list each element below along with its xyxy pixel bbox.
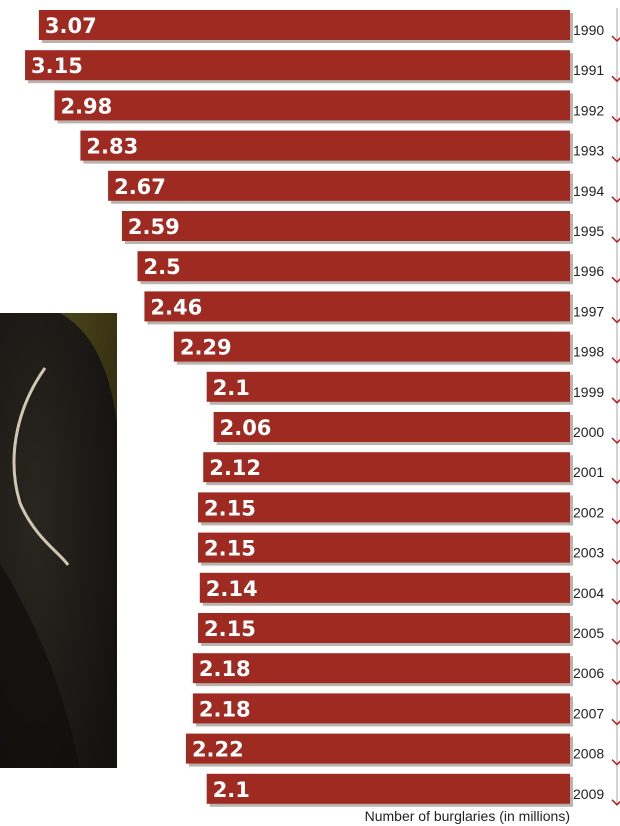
bar-value-label: 2.98 <box>60 94 112 118</box>
timeline-arrow-icon <box>611 75 620 83</box>
bar-value-label: 3.07 <box>45 14 97 38</box>
bar-1994 <box>108 170 570 201</box>
timeline-arrow-icon <box>611 276 620 284</box>
year-label: 2007 <box>573 705 604 721</box>
bar-2007 <box>192 693 571 724</box>
bar-2000 <box>213 412 570 442</box>
bar-value-label: 2.83 <box>86 135 138 159</box>
bar-1992 <box>54 90 570 121</box>
burglar-photo-image <box>0 313 117 768</box>
bar-2002 <box>198 492 571 523</box>
bar-2009 <box>206 773 570 804</box>
year-label: 1992 <box>573 102 604 118</box>
bar-2003 <box>198 532 571 563</box>
bar-value-label: 2.15 <box>204 537 256 561</box>
timeline-arrow-icon <box>611 316 620 324</box>
year-label: 2009 <box>573 786 604 802</box>
burglar-photo <box>0 313 117 768</box>
bar-2004 <box>199 572 570 603</box>
bar-value-label: 2.14 <box>206 577 258 601</box>
timeline-arrow-icon <box>611 638 620 646</box>
year-label: 2001 <box>573 464 604 480</box>
bar-value-label: 2.29 <box>180 336 232 360</box>
timeline-arrow-icon <box>611 517 620 525</box>
timeline-arrow-icon <box>611 437 620 445</box>
bar-value-label: 3.15 <box>31 54 83 78</box>
timeline-arrow-icon <box>611 678 620 686</box>
year-label: 1993 <box>573 143 604 159</box>
timeline-arrow-icon <box>611 558 620 565</box>
bar-1990 <box>38 10 570 40</box>
bar-1995 <box>121 211 571 241</box>
bar-value-label: 2.5 <box>144 255 181 279</box>
year-label: 2002 <box>573 504 604 520</box>
year-label: 1991 <box>573 62 604 78</box>
year-label: 1996 <box>573 263 604 279</box>
bar-value-label: 2.18 <box>199 657 251 681</box>
timeline-arrow-icon <box>611 156 620 163</box>
bar-1996 <box>137 251 570 282</box>
bar-value-label: 2.18 <box>199 697 251 721</box>
timeline-arrow-icon <box>611 477 620 485</box>
bar-2006 <box>192 653 571 684</box>
year-label: 1998 <box>573 344 604 360</box>
bar-1997 <box>144 291 571 322</box>
bars-group: 3.07 1990 3.15 1991 2.98 1992 2.83 1993 2.67 1994… <box>25 10 620 807</box>
timeline-arrow-icon <box>611 115 620 123</box>
year-label: 1997 <box>573 303 604 319</box>
year-label: 1994 <box>573 183 604 199</box>
year-label: 1999 <box>573 384 604 400</box>
year-label: 2000 <box>573 424 604 440</box>
bar-value-label: 2.1 <box>213 376 250 400</box>
x-axis-label: Number of burglaries (in millions) <box>364 808 570 824</box>
bar-value-label: 2.06 <box>220 416 272 440</box>
bar-2005 <box>198 613 571 643</box>
bar-2008 <box>185 733 570 764</box>
bar-value-label: 2.15 <box>204 617 256 641</box>
bar-value-label: 2.12 <box>209 456 261 480</box>
bar-1993 <box>80 130 570 161</box>
timeline-arrow-icon <box>611 236 620 244</box>
bar-1998 <box>173 331 570 362</box>
bar-2001 <box>203 452 571 483</box>
year-label: 1995 <box>573 223 604 239</box>
bar-value-label: 2.46 <box>150 295 202 319</box>
timeline-arrow-icon <box>611 718 620 726</box>
bar-1999 <box>206 371 570 402</box>
year-label: 2004 <box>573 585 604 601</box>
bar-1991 <box>25 50 571 81</box>
year-label: 1990 <box>573 22 604 38</box>
timeline-arrow-icon <box>611 35 620 43</box>
year-label: 2006 <box>573 665 604 681</box>
bar-value-label: 2.15 <box>204 496 256 520</box>
year-label: 2008 <box>573 746 604 762</box>
timeline-arrow-icon <box>611 357 620 364</box>
bar-value-label: 2.67 <box>114 175 166 199</box>
bar-value-label: 2.59 <box>128 215 180 239</box>
timeline-arrow-icon <box>611 397 620 404</box>
bar-value-label: 2.22 <box>192 738 244 762</box>
bar-value-label: 2.1 <box>213 778 250 802</box>
timeline-arrow-icon <box>611 598 620 605</box>
timeline-arrow-icon <box>611 759 620 766</box>
timeline-arrow-icon <box>611 799 620 806</box>
timeline-arrow-icon <box>611 196 620 203</box>
year-label: 2005 <box>573 625 604 641</box>
year-label: 2003 <box>573 545 604 561</box>
